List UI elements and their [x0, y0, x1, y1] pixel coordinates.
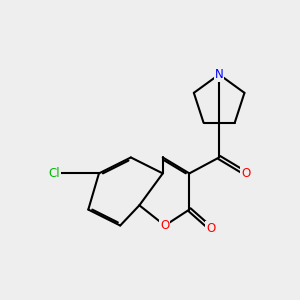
- Text: Cl: Cl: [48, 167, 60, 180]
- Text: N: N: [215, 68, 224, 81]
- Text: O: O: [241, 167, 250, 180]
- Text: O: O: [206, 222, 215, 235]
- Text: O: O: [160, 219, 170, 232]
